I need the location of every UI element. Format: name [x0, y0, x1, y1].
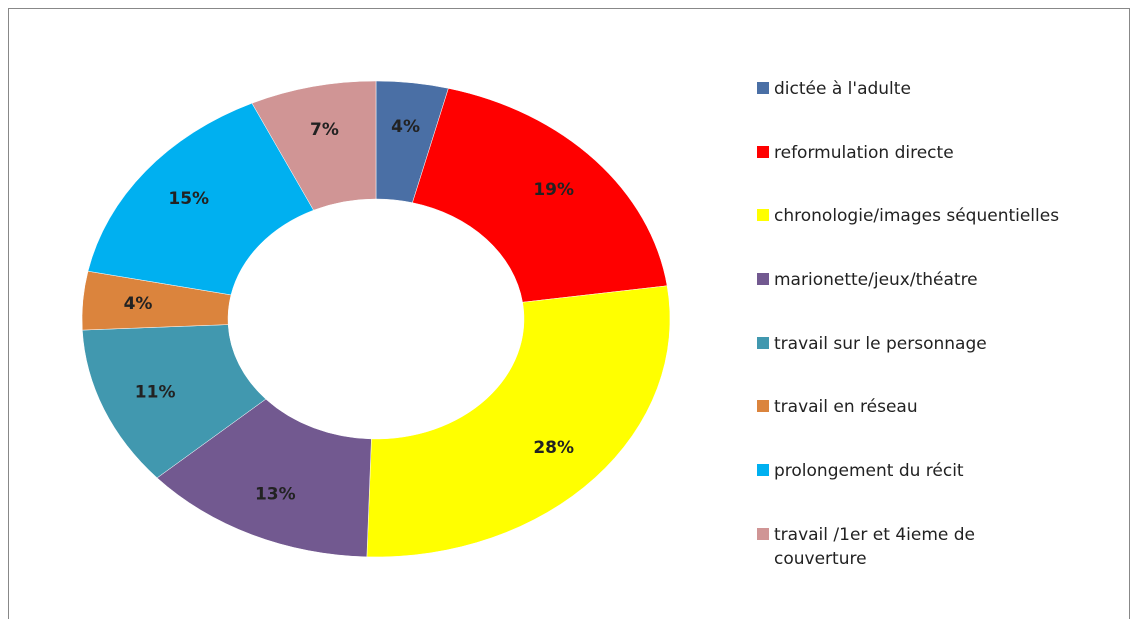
legend-item: prolongement du récit — [757, 459, 1059, 523]
data-label: 15% — [168, 189, 209, 209]
data-label: 11% — [135, 382, 176, 402]
data-label: 28% — [533, 438, 574, 458]
legend-label: marionette/jeux/théatre — [774, 270, 978, 291]
legend-label: reformulation directe — [774, 142, 954, 163]
legend-label: dictée à l'adulte — [774, 79, 911, 99]
legend-swatch — [757, 209, 769, 222]
legend-swatch — [757, 82, 769, 94]
legend-item: chronologie/images séquentielles — [757, 204, 1059, 268]
legend-item: dictée à l'adulte — [757, 77, 1059, 141]
legend-swatch — [757, 400, 769, 413]
legend-label: travail sur le personnage — [774, 333, 987, 354]
legend-label: travail en réseau — [774, 397, 918, 418]
frame — [8, 8, 1130, 619]
data-label: 7% — [310, 120, 339, 140]
legend-item: travail /1er et 4ieme de couverture — [757, 523, 1059, 587]
data-label: 19% — [533, 180, 574, 200]
legend-item: travail en réseau — [757, 395, 1059, 459]
legend: dictée à l'adulte reformulation directe ch… — [757, 77, 1059, 587]
donut-segment — [251, 80, 377, 211]
legend-item: reformulation directe — [757, 141, 1059, 205]
data-label: 4% — [124, 294, 153, 314]
donut-segment — [82, 324, 267, 479]
donut-segment — [87, 102, 314, 296]
legend-label: prolongement du récit — [774, 461, 964, 482]
legend-swatch — [757, 527, 769, 540]
legend-swatch — [757, 336, 769, 349]
legend-item: marionette/jeux/théatre — [757, 268, 1059, 332]
legend-label: chronologie/images séquentielles — [774, 206, 1060, 227]
data-label: 13% — [255, 484, 296, 504]
donut-segment — [156, 398, 372, 558]
legend-item: travail sur le personnage — [757, 332, 1059, 396]
donut-segment — [412, 88, 668, 303]
legend-swatch — [757, 273, 769, 286]
legend-swatch — [757, 145, 769, 158]
data-label: 4% — [391, 117, 420, 137]
legend-label: travail /1er et 4ieme de couverture — [774, 524, 975, 569]
legend-swatch — [757, 464, 769, 477]
donut-segment — [366, 285, 671, 558]
